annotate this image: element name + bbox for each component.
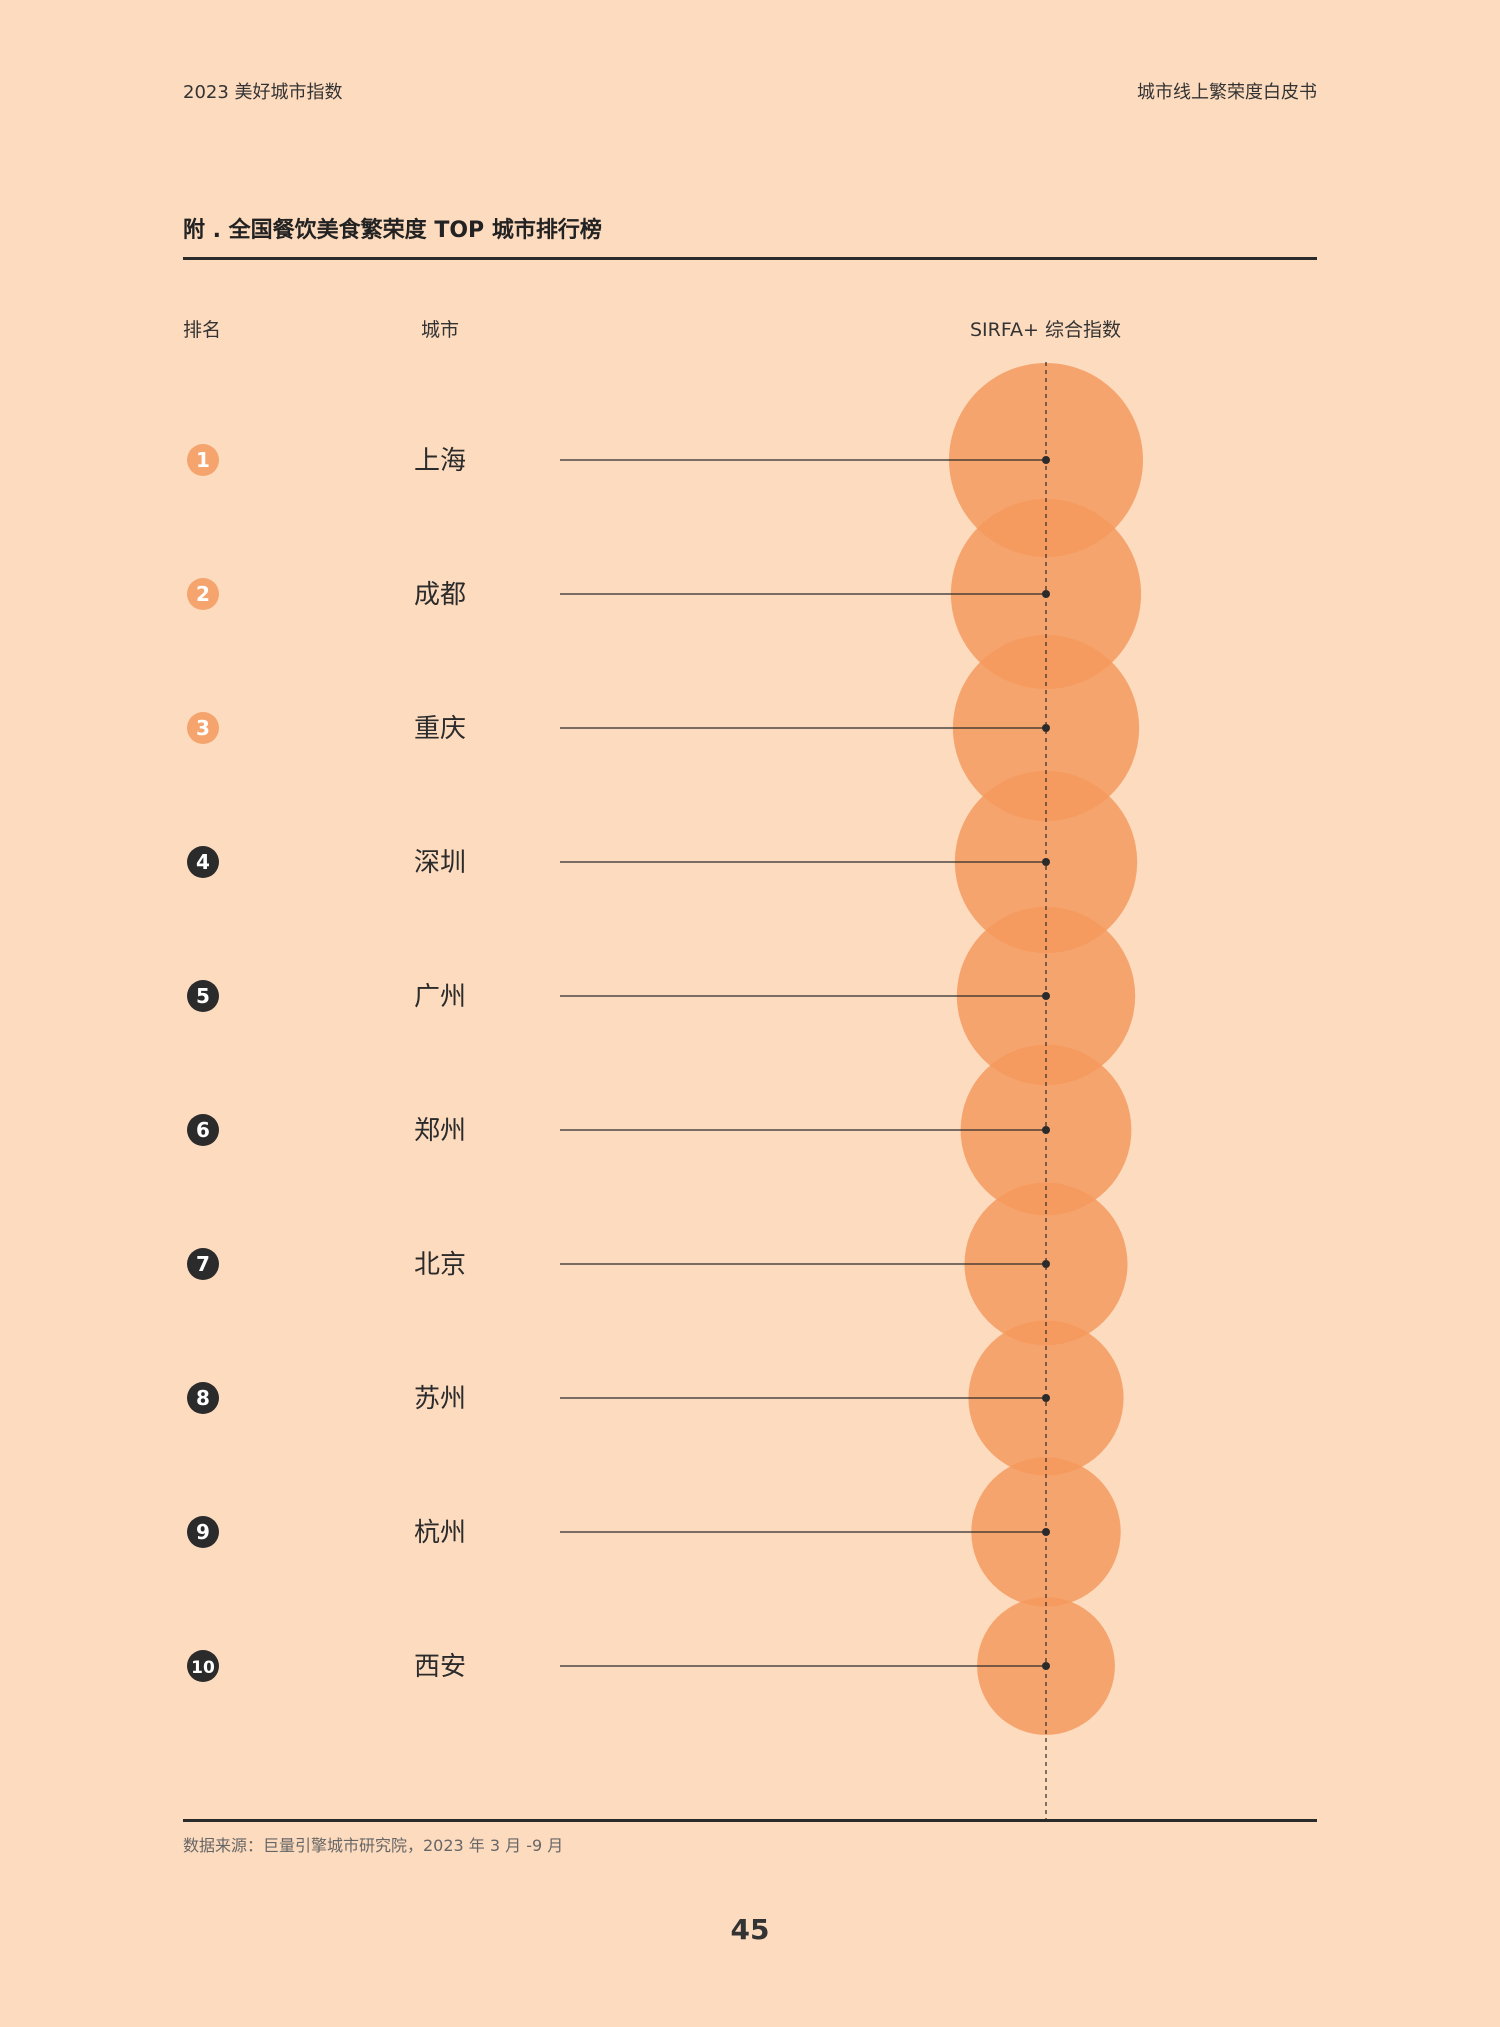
rank-number: 10 (191, 1658, 215, 1678)
bottom-divider (183, 1819, 1317, 1822)
section-title: 附 . 全国餐饮美食繁荣度 TOP 城市排行榜 (183, 218, 602, 243)
city-name: 成都 (414, 580, 466, 610)
city-name: 杭州 (414, 1518, 466, 1548)
index-point (1042, 1528, 1050, 1536)
rank-number: 2 (196, 582, 210, 606)
index-point (1042, 1394, 1050, 1402)
top-divider (183, 257, 1317, 260)
index-point (1042, 456, 1050, 464)
rank-badge (187, 1382, 219, 1414)
city-name: 深圳 (414, 848, 466, 878)
city-name: 广州 (414, 982, 466, 1012)
rank-badge (187, 980, 219, 1012)
city-name: 北京 (414, 1250, 466, 1280)
city-name: 苏州 (414, 1384, 466, 1414)
header-report-title: 2023 美好城市指数 (183, 82, 343, 103)
rank-number: 7 (196, 1252, 210, 1276)
city-name: 上海 (414, 446, 466, 476)
index-point (1042, 992, 1050, 1000)
column-header-rank: 排名 (183, 319, 222, 341)
header-whitepaper-title: 城市线上繁荣度白皮书 (1137, 82, 1317, 103)
city-name: 西安 (414, 1652, 466, 1682)
rank-number: 5 (196, 984, 210, 1008)
city-name: 郑州 (414, 1116, 466, 1146)
rank-number: 9 (196, 1520, 210, 1544)
index-point (1042, 858, 1050, 866)
rank-badge (187, 1114, 219, 1146)
index-point (1042, 1260, 1050, 1268)
index-point (1042, 1126, 1050, 1134)
rank-number: 8 (196, 1386, 210, 1410)
rank-badge (187, 1248, 219, 1280)
rank-number: 4 (196, 850, 210, 874)
rank-badge (187, 444, 219, 476)
rank-badge (187, 578, 219, 610)
rank-badge (187, 1516, 219, 1548)
rank-number: 3 (196, 716, 210, 740)
rank-number: 6 (196, 1118, 210, 1142)
page-number: 45 (730, 1913, 770, 1946)
rank-badge (187, 846, 219, 878)
rank-badge (187, 712, 219, 744)
index-point (1042, 590, 1050, 598)
data-source-note: 数据来源：巨量引擎城市研究院，2023 年 3 月 -9 月 (183, 1836, 564, 1855)
rank-badge (187, 1650, 219, 1682)
index-point (1042, 1662, 1050, 1670)
city-name: 重庆 (414, 714, 466, 744)
column-header-index: SIRFA+ 综合指数 (970, 319, 1122, 341)
column-header-city: 城市 (421, 319, 460, 341)
rank-number: 1 (196, 448, 210, 472)
index-point (1042, 724, 1050, 732)
